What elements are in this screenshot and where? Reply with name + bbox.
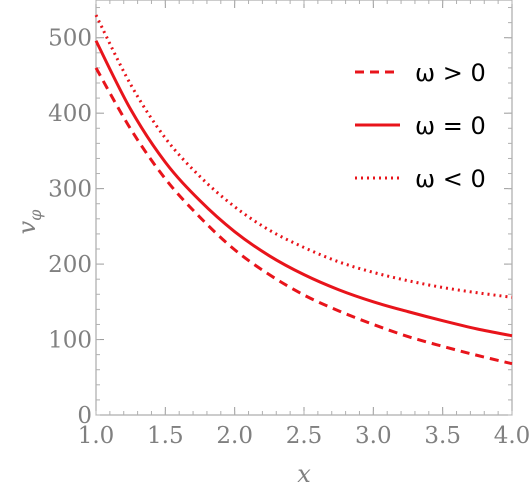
x-axis-label: x xyxy=(297,460,311,488)
y-tick-label: 0 xyxy=(77,403,92,429)
x-tick-label: 1.0 xyxy=(78,423,115,449)
legend-label: ω > 0 xyxy=(415,59,486,87)
legend-label: ω < 0 xyxy=(415,165,486,193)
series-line-solid xyxy=(94,40,513,338)
x-tick-label: 4.0 xyxy=(494,423,531,449)
x-tick-label: 1.5 xyxy=(147,423,184,449)
tick-labels: 1.0 1.5 2.0 2.5 3.0 3.5 4.0 0 100 200 300 400 500 xyxy=(48,26,530,449)
y-axis-label-subscript: φ xyxy=(26,209,45,221)
y-tick-label: 500 xyxy=(48,26,92,52)
series-lines xyxy=(94,14,513,366)
y-tick-label: 200 xyxy=(48,252,92,278)
y-axis-label: vφ xyxy=(13,209,45,235)
x-tick-label: 2.5 xyxy=(286,423,323,449)
x-tick-label: 2.0 xyxy=(216,423,253,449)
x-tick-label: 3.0 xyxy=(355,423,392,449)
y-axis-label-main: v xyxy=(13,220,41,234)
axis-ticks xyxy=(95,0,513,416)
legend: ω > 0 ω = 0 ω < 0 xyxy=(355,59,486,193)
x-tick-label: 3.5 xyxy=(424,423,461,449)
y-tick-label: 400 xyxy=(48,101,92,127)
y-tick-label: 300 xyxy=(48,177,92,203)
series-line-dotted xyxy=(94,14,513,299)
y-tick-label: 100 xyxy=(48,328,92,354)
legend-label: ω = 0 xyxy=(415,112,486,140)
svg-text:vφ: vφ xyxy=(13,209,45,235)
